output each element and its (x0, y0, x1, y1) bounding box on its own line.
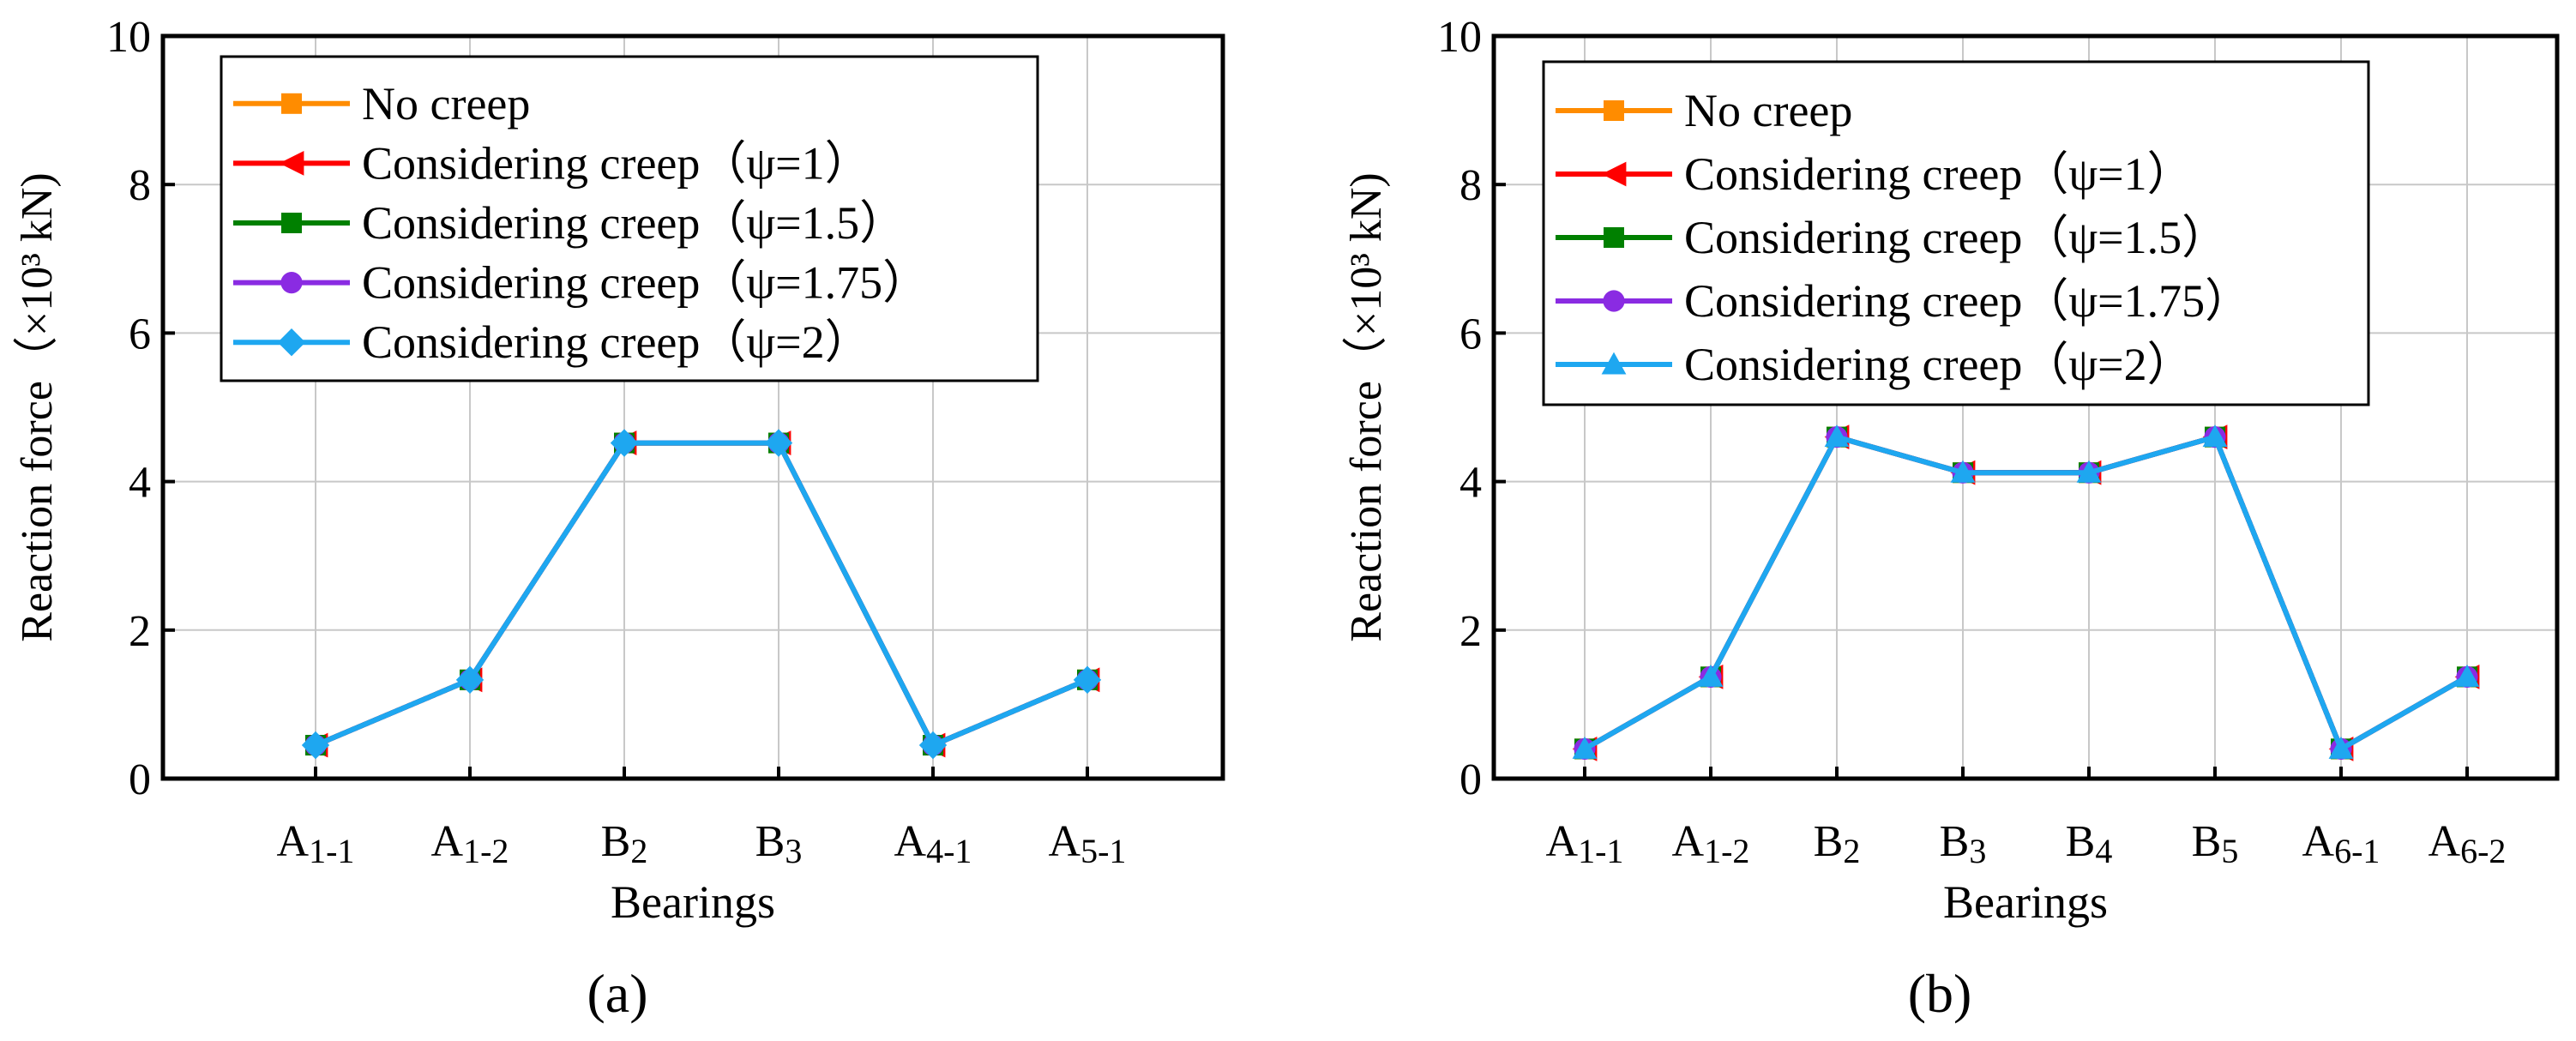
x-tick-label: B4 (2066, 817, 2113, 870)
x-tick-label: A6-2 (2429, 817, 2507, 870)
series-line (1583, 434, 2469, 752)
panel-label: (a) (587, 963, 647, 1024)
legend: No creep Considering creep（ψ=1） Considerin… (1542, 60, 2370, 406)
y-tick-label: 6 (129, 310, 151, 358)
x-tick-label: A5-1 (1049, 817, 1127, 870)
y-tick-label: 0 (1460, 755, 1482, 804)
x-tick-label: B3 (755, 817, 803, 870)
legend-label: Considering creep（ψ=2） (362, 316, 871, 368)
legend-label: Considering creep（ψ=1.5） (1684, 212, 2228, 263)
y-tick-label: 10 (106, 13, 151, 62)
x-tick-label: A1-1 (1546, 817, 1624, 870)
x-tick-label: A6-1 (2302, 817, 2380, 870)
data-point (1572, 736, 1598, 759)
y-tick-label: 2 (1460, 607, 1482, 656)
x-tick-label: B5 (2192, 817, 2239, 870)
axes-frame (160, 33, 1225, 781)
x-axis-label: Bearings (611, 876, 775, 928)
data-point (1698, 664, 1724, 687)
legend-box (1542, 60, 2370, 406)
data-point (455, 665, 485, 695)
chart-panel-a: 0 2 4 6 8 10 A1-1 A1-2 B2 B3 A4-1 A5-1 Bearings React… (13, 13, 1225, 1024)
legend-label: Considering creep（ψ=1.5） (362, 197, 906, 249)
data-point (610, 429, 639, 457)
y-tick-label: 0 (129, 755, 151, 804)
y-tick-label: 8 (129, 161, 151, 210)
x-tick-label: A4-1 (894, 817, 972, 870)
legend-marker (279, 151, 304, 176)
chart-panel-b: 0 2 4 6 8 10 A1-1 A1-2 B2 B3 B4 B5 A6-1 A6-2 Bearings R… (1342, 13, 2560, 1024)
legend-marker (281, 213, 302, 233)
legend: No creep Considering creep（ψ=1） Considerin… (220, 55, 1039, 382)
legend-label: Considering creep（ψ=1.75） (1684, 275, 2251, 327)
legend-label: No creep (1684, 85, 1852, 136)
data-point (2328, 736, 2354, 759)
y-tick-label: 2 (129, 607, 151, 656)
x-tick-label: B2 (1814, 817, 1861, 870)
data-point (2076, 460, 2102, 483)
series-line (314, 440, 1089, 749)
legend-box (220, 55, 1039, 382)
data-point (2202, 424, 2228, 448)
legend-marker (1604, 100, 1624, 121)
data-point (1950, 460, 1976, 483)
legend-label: Considering creep（ψ=1.75） (362, 257, 929, 309)
y-axis-label: Reaction force（×10³ kN) (1342, 172, 1391, 641)
legend-label: Considering creep（ψ=2） (1684, 339, 2194, 390)
legend-marker (1604, 227, 1624, 248)
legend-marker (1601, 161, 1627, 187)
x-tick-label: A1-1 (277, 817, 355, 870)
legend-marker (281, 93, 302, 114)
data-point (1073, 665, 1102, 695)
legend-marker (1601, 352, 1627, 375)
data-point (764, 429, 793, 457)
x-tick-label: A1-2 (431, 817, 509, 870)
legend-marker (1603, 290, 1625, 312)
data-point (918, 731, 948, 760)
legend-label: Considering creep（ψ=1） (362, 137, 871, 189)
data-point (301, 731, 330, 760)
x-tick-label: B2 (601, 817, 648, 870)
panel-label: (b) (1908, 963, 1972, 1024)
x-tick-label: A1-2 (1672, 817, 1750, 870)
y-tick-label: 4 (129, 459, 151, 508)
y-axis-label: Reaction force（×10³ kN) (13, 172, 62, 641)
y-tick-label: 10 (1437, 13, 1482, 62)
data-point (2454, 664, 2480, 687)
x-tick-label: B3 (1940, 817, 1987, 870)
legend-marker (280, 272, 303, 294)
legend-label: Considering creep（ψ=1） (1684, 148, 2194, 200)
x-axis-label: Bearings (1943, 876, 2108, 928)
legend-marker (277, 328, 306, 357)
y-tick-label: 8 (1460, 161, 1482, 210)
y-tick-label: 4 (1460, 459, 1482, 508)
axes-frame (1491, 33, 2560, 781)
legend-label: No creep (362, 78, 530, 129)
data-point (1824, 424, 1850, 448)
y-tick-label: 6 (1460, 310, 1482, 358)
